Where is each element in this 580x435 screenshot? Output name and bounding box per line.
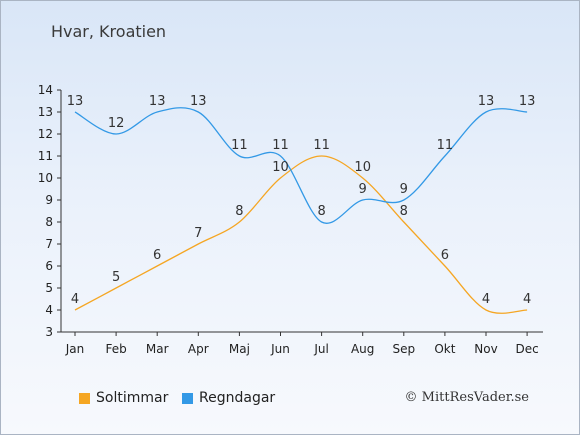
data-label-soltimmar: 7 bbox=[194, 226, 202, 241]
data-label-soltimmar: 4 bbox=[482, 292, 490, 307]
data-label-regndagar: 13 bbox=[67, 94, 84, 109]
x-tick-label: Aug bbox=[351, 342, 374, 356]
y-tick-label: 9 bbox=[45, 193, 53, 207]
x-tick-label: Nov bbox=[474, 342, 497, 356]
series-line-regndagar bbox=[74, 107, 528, 224]
chart-title: Hvar, Kroatien bbox=[51, 22, 167, 41]
series-line-soltimmar bbox=[74, 155, 528, 314]
y-tick-label: 13 bbox=[38, 105, 53, 119]
y-tick-label: 7 bbox=[45, 237, 53, 251]
x-tick-label: Okt bbox=[434, 342, 455, 356]
data-label-regndagar: 11 bbox=[437, 138, 454, 153]
data-label-regndagar: 8 bbox=[317, 204, 325, 219]
data-label-regndagar: 13 bbox=[149, 94, 166, 109]
data-label-soltimmar: 10 bbox=[354, 160, 371, 175]
y-tick-label: 3 bbox=[45, 325, 53, 339]
data-label-soltimmar: 4 bbox=[71, 292, 79, 307]
y-tick-label: 6 bbox=[45, 259, 53, 273]
x-tick-label: Mar bbox=[146, 342, 169, 356]
x-tick-label: Dec bbox=[515, 342, 538, 356]
legend-item-soltimmar: Soltimmar bbox=[79, 390, 168, 406]
x-tick-label: Sep bbox=[392, 342, 415, 356]
data-labels: 4 5 6 7 8 10 11 10 8 6 4 4 13 12 13 13 11 11 8 9 9 11 13 13 bbox=[67, 94, 536, 307]
legend-swatch-regndagar bbox=[182, 392, 193, 404]
y-tick-label: 11 bbox=[38, 149, 53, 163]
data-label-soltimmar: 8 bbox=[400, 204, 408, 219]
data-label-soltimmar: 5 bbox=[112, 270, 120, 285]
legend-item-regndagar: Regndagar bbox=[182, 390, 275, 406]
data-label-soltimmar: 6 bbox=[153, 248, 161, 263]
x-tick-label: Jul bbox=[313, 342, 328, 356]
x-tick-label: Jan bbox=[65, 342, 85, 356]
axes: 3 4 5 6 7 8 9 10 11 12 13 14 Jan Feb Mar Apr Maj Jun Jul Au… bbox=[38, 83, 543, 356]
data-label-regndagar: 13 bbox=[519, 94, 536, 109]
x-tick-label: Feb bbox=[105, 342, 126, 356]
y-tick-label: 8 bbox=[45, 215, 53, 229]
series-lines bbox=[74, 107, 528, 314]
data-label-regndagar: 9 bbox=[359, 182, 367, 197]
y-tick-label: 12 bbox=[38, 127, 53, 141]
x-tick-label: Jun bbox=[270, 342, 290, 356]
data-label-regndagar: 9 bbox=[400, 182, 408, 197]
credit-text: © MittResVader.se bbox=[404, 390, 529, 405]
y-tick-label: 5 bbox=[45, 281, 53, 295]
data-label-soltimmar: 10 bbox=[272, 160, 289, 175]
x-tick-label: Maj bbox=[229, 342, 250, 356]
y-tick-label: 14 bbox=[38, 83, 53, 97]
data-label-regndagar: 13 bbox=[190, 94, 207, 109]
data-label-regndagar: 11 bbox=[272, 138, 289, 153]
data-label-soltimmar: 11 bbox=[313, 138, 330, 153]
data-label-soltimmar: 6 bbox=[441, 248, 449, 263]
data-label-soltimmar: 4 bbox=[523, 292, 531, 307]
legend-swatch-soltimmar bbox=[79, 392, 90, 404]
y-tick-label: 4 bbox=[45, 303, 53, 317]
data-label-regndagar: 13 bbox=[478, 94, 495, 109]
x-tick-label: Apr bbox=[188, 342, 209, 356]
data-label-soltimmar: 8 bbox=[235, 204, 243, 219]
y-tick-label: 10 bbox=[38, 171, 53, 185]
data-label-regndagar: 11 bbox=[231, 138, 248, 153]
data-label-regndagar: 12 bbox=[108, 116, 125, 131]
legend-label-soltimmar: Soltimmar bbox=[96, 390, 169, 406]
legend-label-regndagar: Regndagar bbox=[199, 390, 276, 406]
